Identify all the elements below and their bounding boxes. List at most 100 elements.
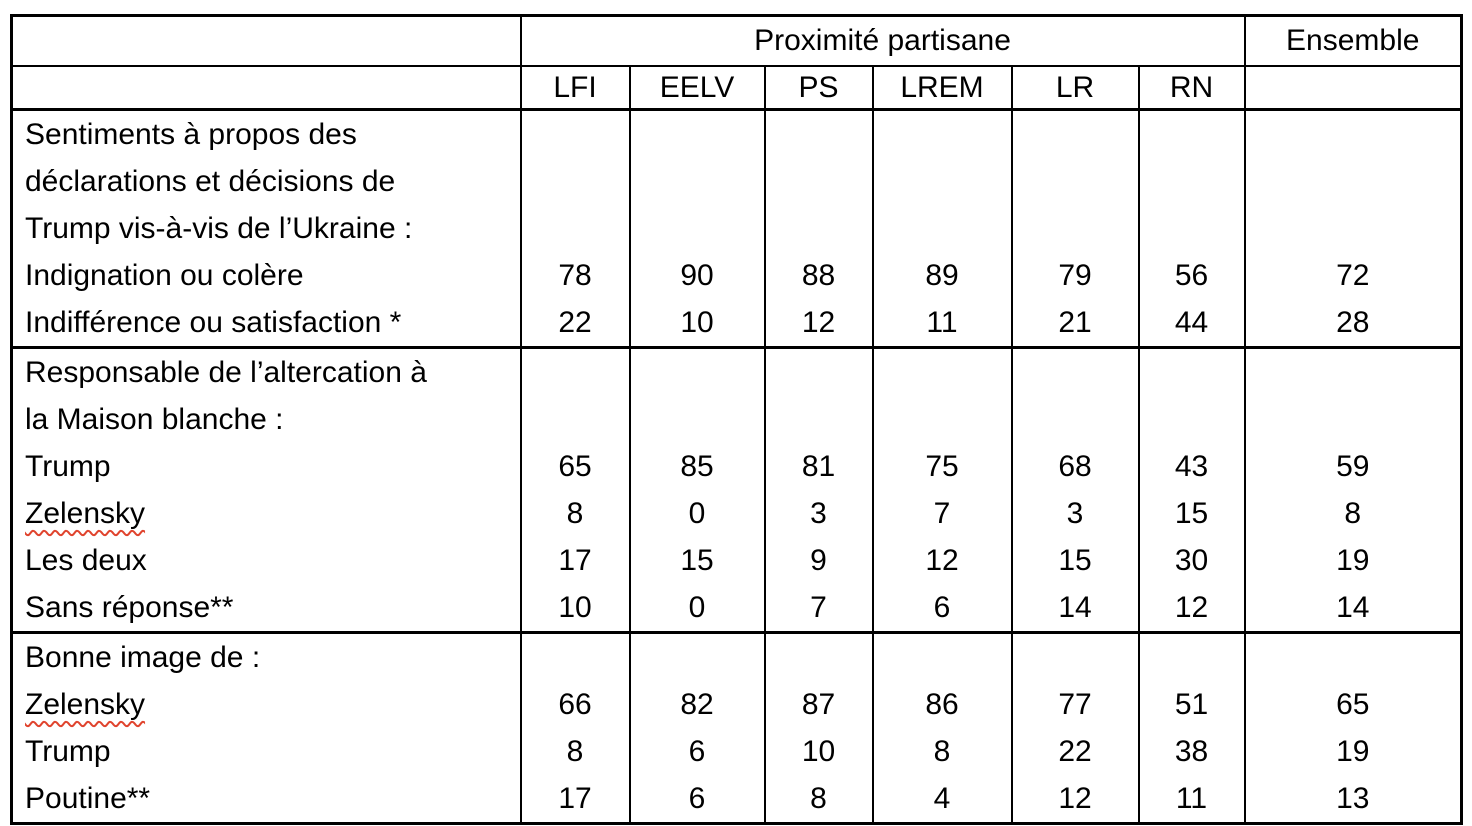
row-label-line: Indifférence ou satisfaction * bbox=[14, 299, 519, 346]
empty-line bbox=[1141, 205, 1243, 252]
value: 12 bbox=[1058, 781, 1092, 815]
value: 17 bbox=[558, 543, 592, 577]
value: 3 bbox=[1066, 496, 1084, 530]
empty-line bbox=[875, 396, 1010, 443]
empty-line bbox=[875, 158, 1010, 205]
empty-line bbox=[632, 205, 763, 252]
value: 12 bbox=[801, 305, 836, 339]
row-label-line: Indignation ou colère bbox=[14, 252, 519, 299]
row-label: Zelensky bbox=[25, 687, 146, 721]
empty-line bbox=[1247, 351, 1460, 397]
party-col-eelv: EELV bbox=[628, 65, 766, 111]
value-cell-rn: 51 38 11 bbox=[1137, 631, 1246, 825]
value: 89 bbox=[925, 258, 959, 292]
section-label-cell: Sentiments à propos des déclarations et d… bbox=[10, 108, 522, 349]
value-cell-lrem: 75 7 12 6 bbox=[871, 346, 1013, 634]
header-group-row: Proximité partisane Ensemble bbox=[10, 14, 1463, 67]
value: 7 bbox=[810, 590, 827, 624]
value: 3 bbox=[810, 496, 827, 530]
value-cell-lfi: 66 8 17 bbox=[519, 631, 631, 825]
empty-line bbox=[875, 205, 1010, 252]
section-label-cell: Responsable de l’altercation à la Maison … bbox=[10, 346, 522, 634]
value: 85 bbox=[680, 449, 714, 483]
value: 88 bbox=[801, 258, 836, 292]
row-label: Trump bbox=[25, 449, 111, 483]
row-label: Indifférence ou satisfaction * bbox=[25, 305, 402, 339]
value: 8 bbox=[933, 734, 951, 768]
party-row-ensemble-empty-cell bbox=[1243, 65, 1463, 111]
value: 15 bbox=[680, 543, 714, 577]
empty-line bbox=[767, 158, 871, 205]
value: 79 bbox=[1058, 258, 1092, 292]
row-label: Sans réponse** bbox=[25, 590, 234, 624]
value: 65 bbox=[558, 449, 592, 483]
value: 19 bbox=[1336, 734, 1370, 768]
empty-line bbox=[632, 158, 763, 205]
empty-line bbox=[767, 205, 871, 252]
survey-results-table: Proximité partisane Ensemble LFI EELV PS LR… bbox=[10, 14, 1463, 825]
empty-line bbox=[632, 396, 763, 443]
value: 14 bbox=[1336, 590, 1370, 624]
value-cell-ps: 81 3 9 7 bbox=[763, 346, 874, 634]
row-label: Poutine** bbox=[25, 781, 151, 815]
value: 77 bbox=[1058, 687, 1092, 721]
party-col-ps: PS bbox=[763, 65, 874, 111]
empty-line bbox=[875, 113, 1010, 159]
row-label-line: Zelensky bbox=[14, 490, 519, 537]
value: 8 bbox=[566, 496, 584, 530]
value: 81 bbox=[801, 449, 836, 483]
value-cell-ensemble: 59 8 19 14 bbox=[1243, 346, 1463, 634]
value: 44 bbox=[1174, 305, 1209, 339]
header-ensemble-cell: Ensemble bbox=[1243, 14, 1463, 67]
value: 65 bbox=[1336, 687, 1370, 721]
value: 78 bbox=[558, 258, 592, 292]
value: 51 bbox=[1174, 687, 1209, 721]
value: 87 bbox=[801, 687, 836, 721]
value: 10 bbox=[558, 590, 592, 624]
value: 30 bbox=[1174, 543, 1209, 577]
value: 12 bbox=[1174, 590, 1209, 624]
party-col-lrem: LREM bbox=[871, 65, 1013, 111]
value-cell-lrem: 89 11 bbox=[871, 108, 1013, 349]
value: 43 bbox=[1174, 449, 1209, 483]
value: 72 bbox=[1336, 258, 1370, 292]
value-cell-ps: 88 12 bbox=[763, 108, 874, 349]
document-page: Proximité partisane Ensemble LFI EELV PS LR… bbox=[10, 14, 1463, 825]
empty-line bbox=[1247, 158, 1460, 205]
value-cell-eelv: 82 6 6 bbox=[628, 631, 766, 825]
value: 11 bbox=[1175, 781, 1208, 815]
row-label-line: Trump bbox=[14, 728, 519, 775]
section-intro-line: Bonne image de : bbox=[25, 640, 261, 674]
row-label: Zelensky bbox=[25, 496, 146, 530]
value: 6 bbox=[933, 590, 951, 624]
party-col-rn: RN bbox=[1137, 65, 1246, 111]
empty-line bbox=[632, 351, 763, 397]
value-cell-ps: 87 10 8 bbox=[763, 631, 874, 825]
empty-line bbox=[523, 113, 628, 159]
empty-line bbox=[1247, 205, 1460, 252]
section-row-0: Sentiments à propos des déclarations et d… bbox=[10, 108, 1463, 349]
empty-line bbox=[632, 636, 763, 682]
section-intro-line: déclarations et décisions de bbox=[25, 164, 396, 198]
value: 38 bbox=[1174, 734, 1209, 768]
value: 59 bbox=[1336, 449, 1370, 483]
value-cell-rn: 56 44 bbox=[1137, 108, 1246, 349]
value: 6 bbox=[688, 734, 706, 768]
section-intro-line: la Maison blanche : bbox=[25, 402, 284, 436]
value: 11 bbox=[926, 305, 958, 339]
value: 8 bbox=[810, 781, 827, 815]
empty-line bbox=[1014, 636, 1137, 682]
value: 19 bbox=[1336, 543, 1370, 577]
empty-line bbox=[875, 636, 1010, 682]
section-row-2: Bonne image de : Zelensky Trump Poutine** 66… bbox=[10, 631, 1463, 825]
empty-line bbox=[1247, 113, 1460, 159]
value: 86 bbox=[925, 687, 959, 721]
empty-line bbox=[523, 205, 628, 252]
value: 7 bbox=[933, 496, 951, 530]
value: 10 bbox=[680, 305, 714, 339]
value: 15 bbox=[1058, 543, 1092, 577]
empty-line bbox=[1141, 396, 1243, 443]
header-empty-cell bbox=[10, 14, 522, 67]
row-label-line: Zelensky bbox=[14, 681, 519, 728]
header-group-cell: Proximité partisane bbox=[519, 14, 1246, 67]
